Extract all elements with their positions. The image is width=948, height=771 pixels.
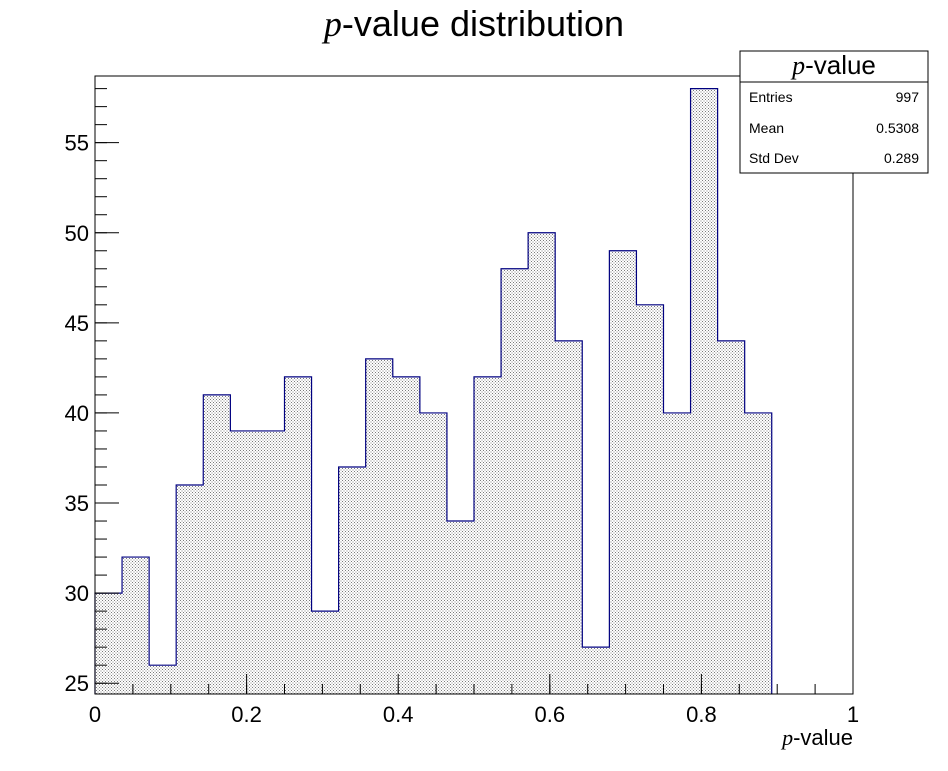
histogram-bar-21 <box>663 412 691 694</box>
x-tick-label: 0.6 <box>535 702 566 727</box>
x-tick-label: 0.2 <box>231 702 262 727</box>
y-tick-label: 55 <box>65 131 89 156</box>
histogram-bar-15 <box>501 268 529 694</box>
y-tick-label: 40 <box>65 401 89 426</box>
x-tick-label: 0.4 <box>383 702 414 727</box>
x-tick-label: 1 <box>847 702 859 727</box>
histogram-bar-12 <box>419 412 447 694</box>
histogram-bar-14 <box>474 376 502 694</box>
histogram-bar-4 <box>203 394 231 694</box>
x-tick-label: 0.8 <box>686 702 717 727</box>
x-axis-title: p-value <box>780 725 853 750</box>
histogram-bar-19 <box>609 250 637 694</box>
histogram-bar-3 <box>176 484 204 694</box>
stats-box: p-value Entries 997 Mean 0.5308 Std Dev … <box>739 50 929 174</box>
stats-stddev-value: 0.289 <box>884 150 919 166</box>
stats-entries-value: 997 <box>896 89 920 105</box>
histogram-bar-18 <box>582 647 610 694</box>
x-axis-title-italic: p <box>780 725 793 750</box>
histogram-bar-16 <box>528 232 556 694</box>
axis-ticks <box>94 88 854 694</box>
histogram-bar-20 <box>636 304 664 694</box>
histogram-bar-9 <box>338 466 366 694</box>
histogram-bar-10 <box>365 358 393 694</box>
y-tick-label: 50 <box>65 221 89 246</box>
y-tick-label: 35 <box>65 491 89 516</box>
histogram-bar-6 <box>257 430 285 694</box>
histogram-bar-1 <box>122 557 150 694</box>
stats-box-frame <box>739 50 929 174</box>
chart-title-italic: p <box>321 4 342 44</box>
histogram-bar-5 <box>230 430 258 694</box>
histogram-bar-8 <box>311 611 339 694</box>
histogram-bar-11 <box>392 376 420 694</box>
y-tick-label: 25 <box>65 671 89 696</box>
x-axis-title-rest: -value <box>793 725 853 750</box>
y-tick-labels: 25 30 35 40 45 50 55 <box>65 131 89 697</box>
histogram-outline <box>94 88 773 694</box>
stats-entries-label: Entries <box>749 89 793 105</box>
histogram-bar-0 <box>95 593 123 694</box>
stats-box-title-rest: -value <box>805 50 876 80</box>
bar-group <box>95 88 772 694</box>
stats-box-title-italic: p <box>790 51 805 80</box>
stats-mean-value: 0.5308 <box>876 120 919 136</box>
stats-box-title: p-value <box>790 50 876 80</box>
histogram-bar-23 <box>717 340 745 694</box>
histogram-bar-22 <box>690 88 718 694</box>
stats-stddev-label: Std Dev <box>749 150 799 166</box>
chart-title-rest: -value distribution <box>342 3 624 44</box>
histogram-bar-7 <box>284 376 312 694</box>
x-tick-label: 0 <box>89 702 101 727</box>
stats-mean-label: Mean <box>749 120 784 136</box>
histogram-bar-24 <box>744 412 772 694</box>
histogram-bar-2 <box>149 665 177 694</box>
y-tick-label: 45 <box>65 311 89 336</box>
histogram-bar-17 <box>555 340 583 694</box>
histogram-bar-13 <box>446 521 474 694</box>
chart-title: p-value distribution <box>321 3 624 44</box>
y-tick-label: 30 <box>65 581 89 606</box>
x-tick-labels: 0 0.2 0.4 0.6 0.8 1 <box>89 702 859 727</box>
